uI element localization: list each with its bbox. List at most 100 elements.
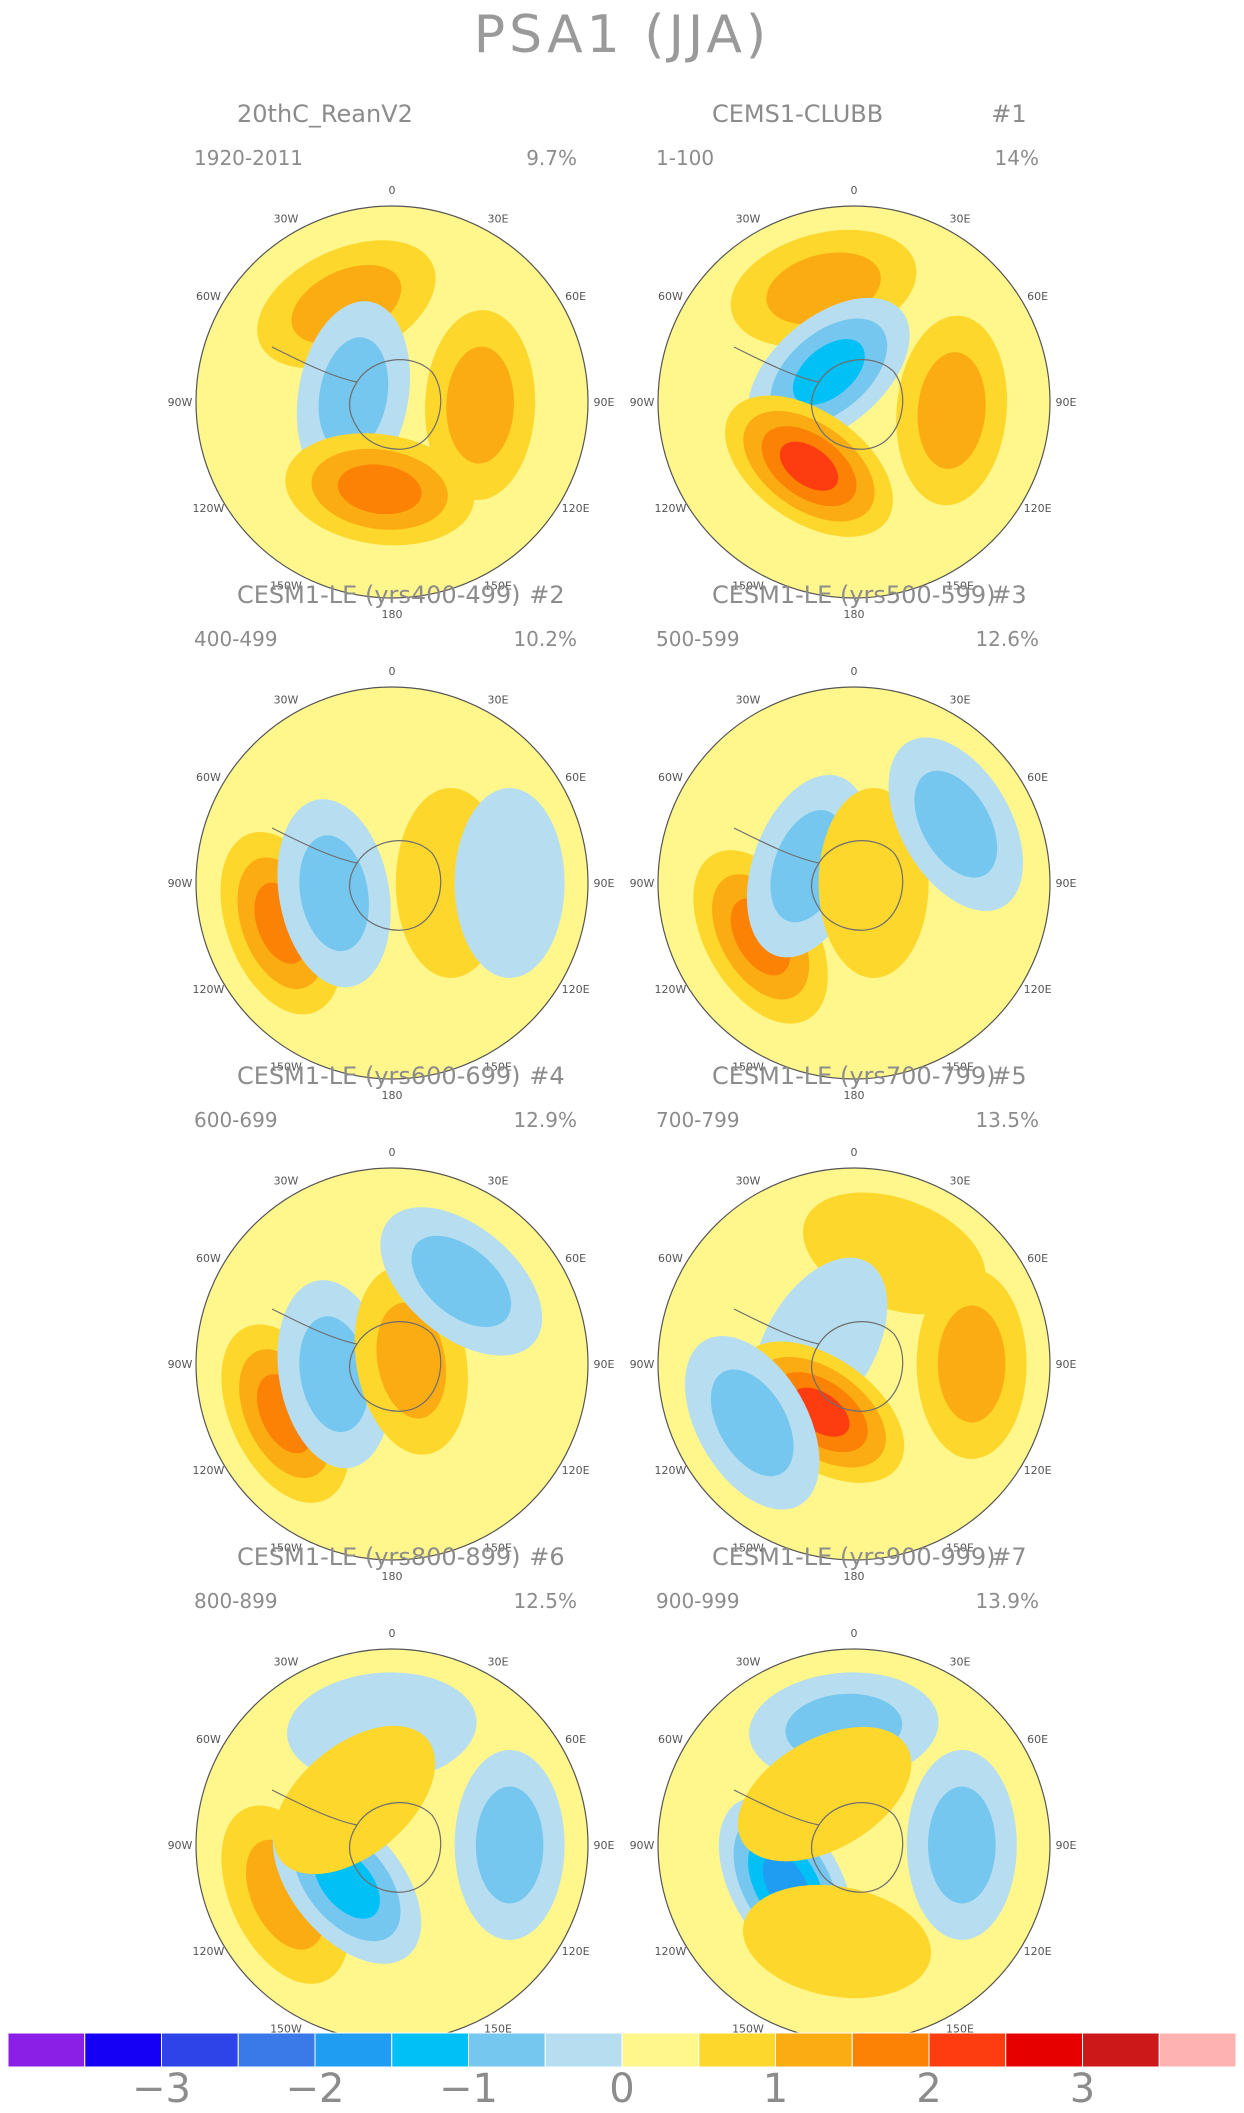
panel-period: 500-599 (656, 627, 740, 651)
panel-title: CESM1-LE (yrs500-599) (712, 581, 996, 609)
longitude-label: 150W (270, 1061, 302, 1074)
antarctica-outline (810, 359, 904, 450)
longitude-label: 90W (168, 877, 193, 890)
contour-level (411, 1235, 512, 1328)
longitude-label: 60E (565, 1733, 586, 1746)
longitude-label: 90W (630, 877, 655, 890)
map-panel-3: CESM1-LE (yrs400-499) #2 400-499 10.2% 0 30E 6… (168, 581, 615, 1102)
map-field (658, 687, 1050, 1079)
colorbar-swatch (391, 2032, 469, 2068)
contour-level (318, 337, 389, 454)
colorbar-swatch (928, 2032, 1007, 2068)
colorbar-tick-label: −2 (286, 2066, 345, 2112)
antarctica-outline (348, 359, 442, 450)
contour-level (710, 1369, 794, 1477)
colorbar-swatch (468, 2032, 546, 2068)
longitude-label: 60W (658, 1252, 683, 1265)
anomaly-feature (380, 1207, 543, 1356)
panel-variance: 13.5% (975, 1108, 1039, 1132)
longitude-label: 0 (389, 1627, 396, 1640)
longitude-label: 90W (168, 1839, 193, 1852)
longitude-label: 0 (389, 184, 396, 197)
contour-level (446, 346, 514, 464)
longitude-label: 60E (1027, 1733, 1048, 1746)
anomaly-feature (737, 1726, 912, 1862)
longitude-label: 120W (654, 983, 686, 996)
map-panel-1: 20thC_ReanV2 1920-2011 9.7% 0 30E 60E 90E 120E 1… (168, 100, 615, 621)
anomaly-feature (425, 310, 536, 501)
longitude-label: 60W (196, 1252, 221, 1265)
panel-period: 800-899 (194, 1589, 278, 1613)
contour-level (337, 464, 422, 515)
panel-title: CESM1-LE (yrs400-499) (237, 581, 521, 609)
map-border (657, 686, 1051, 1080)
panel-variance: 14% (995, 146, 1039, 170)
panel-number: #5 (991, 1062, 1026, 1090)
map-panel-6: CESM1-LE (yrs700-799)#5 700-799 13.5% 0 30E 6… (630, 1062, 1077, 1583)
contour-level (454, 788, 565, 978)
panel-title: CESM1-LE (yrs800-899) (237, 1543, 521, 1571)
colorbar-swatch (237, 2032, 316, 2068)
longitude-label: 30W (736, 1655, 761, 1668)
longitude-label: 120W (192, 1464, 224, 1477)
longitude-label: 180 (382, 608, 403, 621)
longitude-label: 150E (484, 1061, 512, 1074)
longitude-label: 180 (844, 1089, 865, 1102)
colorbar-tick-label: −1 (439, 2066, 498, 2112)
longitude-label: 60E (565, 290, 586, 303)
colorbar-swatch (851, 2032, 930, 2068)
panel-title: CEMS1-CLUBB (712, 100, 883, 128)
longitude-label: 90W (630, 396, 655, 409)
colorbar-tick-label: 0 (609, 2066, 634, 2112)
longitude-label: 30E (488, 1174, 509, 1187)
panel-variance: 12.6% (975, 627, 1039, 651)
panel-title: CESM1-LE (yrs600-699) (237, 1062, 521, 1090)
panel-variance: 12.9% (513, 1108, 577, 1132)
anomaly-feature (916, 1269, 1027, 1459)
longitude-label: 0 (851, 665, 858, 678)
contour-level (742, 1884, 932, 1999)
longitude-label: 90E (1056, 1839, 1077, 1852)
map-panel-5: CESM1-LE (yrs600-699) #4 600-699 12.9% 0 30E 6… (168, 1062, 615, 1583)
antarctica-outline (810, 1321, 904, 1412)
panel-variance: 9.7% (526, 146, 577, 170)
panel-title: CESM1-LE (yrs900-999) (712, 1543, 996, 1571)
longitude-label: 60W (196, 290, 221, 303)
contour-level (299, 1316, 369, 1433)
longitude-label: 90E (594, 396, 615, 409)
panel-period: 900-999 (656, 1589, 740, 1613)
colorbar-swatch (775, 2032, 853, 2068)
longitude-label: 150E (484, 580, 512, 593)
peninsula-outline (733, 1308, 820, 1345)
longitude-label: 30E (488, 212, 509, 225)
longitude-label: 60W (196, 771, 221, 784)
panels-group: 20thC_ReanV2 1920-2011 9.7% 0 30E 60E 90E 120E 1… (168, 100, 1077, 2064)
map-border (195, 205, 589, 599)
longitude-label: 120W (192, 983, 224, 996)
colorbar-swatch (161, 2032, 239, 2068)
longitude-label: 0 (851, 1146, 858, 1159)
longitude-label: 30E (488, 1655, 509, 1668)
longitude-label: 120W (654, 1945, 686, 1958)
longitude-label: 180 (844, 1570, 865, 1583)
contour-level (299, 835, 369, 952)
longitude-label: 0 (851, 1627, 858, 1640)
longitude-label: 60W (196, 1733, 221, 1746)
map-panel-4: CESM1-LE (yrs500-599)#3 500-599 12.6% 0 30E 6… (630, 581, 1077, 1102)
longitude-label: 60W (658, 771, 683, 784)
colorbar-tick-label: 3 (1070, 2066, 1095, 2112)
colorbar-swatch (698, 2032, 776, 2068)
longitude-label: 60W (658, 1733, 683, 1746)
longitude-label: 30E (488, 693, 509, 706)
longitude-label: 90E (1056, 396, 1077, 409)
map-panel-7: CESM1-LE (yrs800-899) #6 800-899 12.5% 0 30E 6… (168, 1543, 615, 2064)
colorbar-swatch (544, 2032, 623, 2068)
longitude-label: 60E (565, 771, 586, 784)
panel-period: 700-799 (656, 1108, 740, 1132)
peninsula-outline (733, 827, 820, 864)
panel-number: #3 (991, 581, 1026, 609)
longitude-label: 30E (950, 1655, 971, 1668)
panel-period: 1920-2011 (194, 146, 303, 170)
longitude-label: 180 (844, 608, 865, 621)
